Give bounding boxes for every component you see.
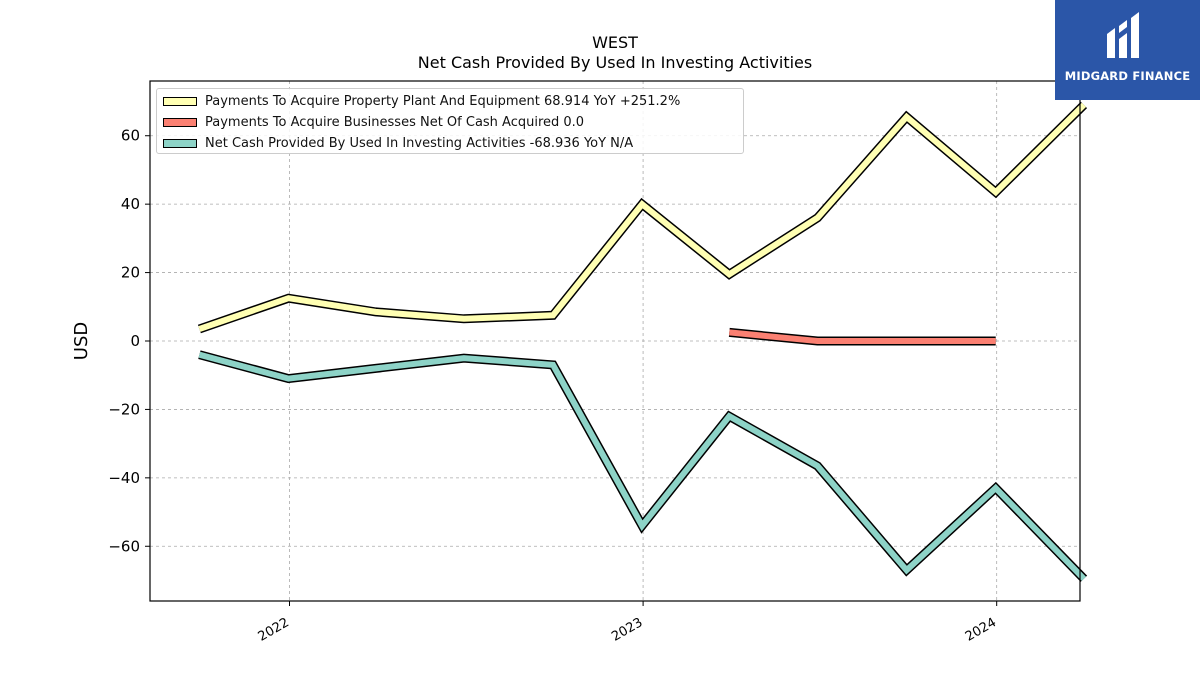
legend-label-businesses: Payments To Acquire Businesses Net Of Ca… <box>205 114 585 130</box>
y-tick-label: −60 <box>108 537 140 555</box>
series-line-2 <box>198 351 1087 581</box>
y-tick-label: 0 <box>130 332 140 350</box>
series-outline-2 <box>198 350 1088 582</box>
y-tick-label: −20 <box>108 400 140 418</box>
y-tick-label: 60 <box>121 127 140 145</box>
brand-logo: MIDGARD FINANCE <box>1055 0 1200 100</box>
brand-name: MIDGARD FINANCE <box>1064 69 1191 83</box>
x-tick-label: 2022 <box>256 615 292 645</box>
x-tick-label: 2023 <box>609 615 645 645</box>
y-tick-label: −40 <box>108 469 140 487</box>
legend-item-net-cash: Net Cash Provided By Used In Investing A… <box>163 134 633 152</box>
midgard-m-logo-icon <box>1107 12 1139 58</box>
y-tick-label: 40 <box>121 195 140 213</box>
y-tick-label: 20 <box>121 264 140 282</box>
y-axis-label: USD <box>71 322 92 360</box>
series-line-0 <box>198 102 1087 332</box>
legend-swatch-ppe <box>163 96 197 106</box>
series-line-1 <box>729 329 996 344</box>
chart-legend: Payments To Acquire Property Plant And E… <box>156 88 744 154</box>
legend-swatch-businesses <box>163 117 197 127</box>
chart-title: WEST <box>592 33 638 52</box>
legend-label-net-cash: Net Cash Provided By Used In Investing A… <box>205 135 634 151</box>
legend-item-businesses: Payments To Acquire Businesses Net Of Ca… <box>163 113 584 131</box>
chart-subtitle: Net Cash Provided By Used In Investing A… <box>418 53 812 72</box>
legend-label-ppe: Payments To Acquire Property Plant And E… <box>205 93 681 109</box>
legend-item-ppe: Payments To Acquire Property Plant And E… <box>163 92 680 110</box>
legend-swatch-net-cash <box>163 138 197 148</box>
series-lines <box>197 101 1088 582</box>
x-tick-label: 2024 <box>963 615 999 645</box>
